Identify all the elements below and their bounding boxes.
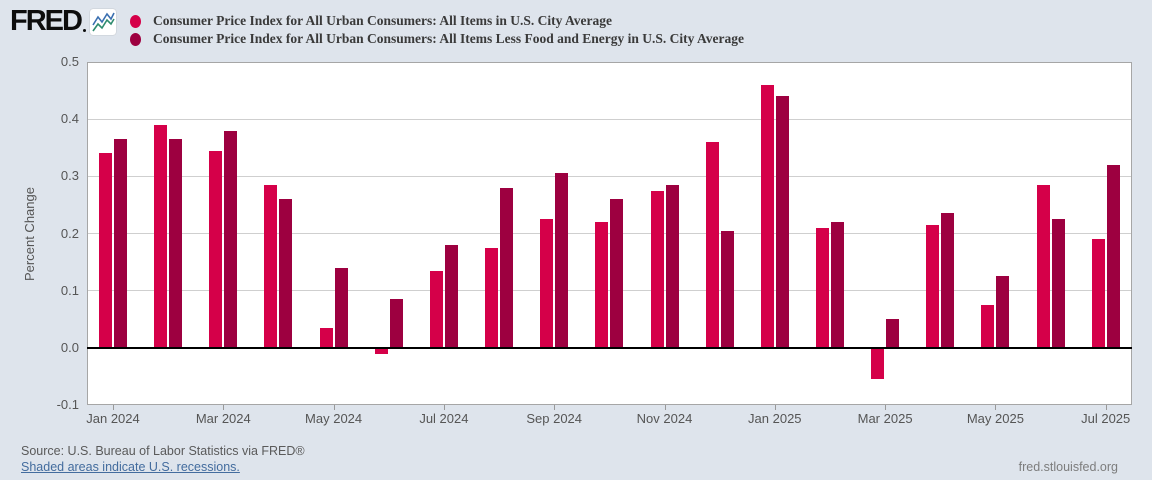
series-color-dot-icon bbox=[130, 14, 141, 28]
bar bbox=[775, 96, 789, 348]
x-tick-mark bbox=[333, 405, 335, 410]
bar bbox=[555, 173, 569, 348]
bar bbox=[610, 199, 624, 348]
legend-label: Consumer Price Index for All Urban Consu… bbox=[153, 13, 612, 28]
bar bbox=[334, 267, 348, 348]
x-tick-label: Mar 2024 bbox=[195, 411, 251, 426]
bar bbox=[720, 230, 734, 348]
x-tick-label: Jan 2024 bbox=[86, 411, 140, 426]
x-tick-label: Sep 2024 bbox=[526, 411, 583, 426]
gridline bbox=[88, 118, 1131, 120]
bar bbox=[871, 347, 885, 380]
bar bbox=[1091, 239, 1105, 348]
x-tick-label: May 2025 bbox=[966, 411, 1024, 426]
recession-note-link[interactable]: Shaded areas indicate U.S. recessions. bbox=[21, 460, 240, 474]
bar bbox=[926, 224, 940, 348]
registered-mark-icon bbox=[82, 29, 86, 32]
bar bbox=[500, 187, 514, 348]
bar bbox=[996, 276, 1010, 348]
x-tick-label: May 2024 bbox=[305, 411, 363, 426]
x-tick-label: Jul 2025 bbox=[1081, 411, 1131, 426]
bar bbox=[209, 150, 223, 348]
y-tick-label: 0.5 bbox=[60, 54, 79, 69]
y-tick-label: 0.1 bbox=[60, 282, 79, 298]
y-tick-label: 0.2 bbox=[60, 225, 79, 241]
x-tick-mark bbox=[885, 405, 887, 410]
bar bbox=[981, 304, 995, 348]
x-tick-mark bbox=[774, 405, 776, 410]
source-text: Source: U.S. Bureau of Labor Statistics … bbox=[21, 444, 305, 458]
bar bbox=[1051, 219, 1065, 348]
fred-logo-text: FRED bbox=[10, 5, 83, 37]
bar bbox=[389, 299, 403, 348]
bar bbox=[760, 84, 774, 348]
x-tick-mark bbox=[113, 405, 114, 410]
zero-axis-line bbox=[87, 346, 1132, 349]
bar bbox=[830, 222, 844, 348]
bar bbox=[264, 184, 278, 348]
bar bbox=[429, 270, 443, 348]
y-tick-label: 0.4 bbox=[60, 111, 79, 127]
bar bbox=[595, 222, 609, 348]
bar bbox=[485, 247, 499, 348]
bar bbox=[540, 219, 554, 348]
x-tick-mark bbox=[223, 405, 225, 410]
sparkline-chart-icon bbox=[89, 8, 116, 35]
x-tick-mark bbox=[443, 405, 445, 410]
bar bbox=[886, 319, 900, 348]
legend-label: Consumer Price Index for All Urban Consu… bbox=[153, 31, 745, 46]
bar bbox=[1036, 184, 1050, 348]
bar bbox=[99, 153, 112, 348]
x-tick-mark bbox=[664, 405, 666, 410]
bar bbox=[154, 124, 168, 348]
bar bbox=[279, 199, 293, 348]
x-tick-mark bbox=[554, 405, 556, 410]
y-tick-label: 0.3 bbox=[60, 168, 79, 184]
y-tick-label: -0.1 bbox=[56, 397, 79, 412]
bar bbox=[224, 130, 238, 348]
bar bbox=[169, 139, 183, 348]
bar bbox=[319, 327, 333, 348]
x-tick-mark bbox=[995, 405, 997, 410]
y-tick-label: 0.0 bbox=[60, 339, 79, 355]
chart-legend: Consumer Price Index for All Urban Consu… bbox=[130, 12, 744, 48]
legend-item-all-items: Consumer Price Index for All Urban Consu… bbox=[130, 12, 744, 30]
bar bbox=[114, 139, 127, 348]
series-color-dot-icon bbox=[130, 32, 141, 46]
x-tick-label: Mar 2025 bbox=[857, 411, 913, 426]
legend-item-core: Consumer Price Index for All Urban Consu… bbox=[130, 30, 744, 48]
x-tick-mark bbox=[1105, 405, 1107, 410]
gridline bbox=[88, 290, 1131, 292]
fred-logo: FRED bbox=[10, 7, 116, 36]
bar bbox=[444, 244, 458, 348]
x-tick-label: Jan 2025 bbox=[748, 411, 802, 426]
bar bbox=[665, 184, 679, 348]
bar bbox=[1106, 164, 1120, 348]
bar bbox=[650, 190, 664, 348]
x-tick-label: Nov 2024 bbox=[636, 411, 693, 426]
gridline bbox=[88, 233, 1131, 234]
bar bbox=[941, 213, 955, 348]
bar bbox=[815, 227, 829, 348]
gridline bbox=[88, 175, 1131, 177]
site-url-text: fred.stlouisfed.org bbox=[1018, 460, 1118, 474]
bar bbox=[374, 347, 388, 354]
x-tick-label: Jul 2024 bbox=[419, 411, 469, 426]
bar bbox=[705, 142, 719, 348]
